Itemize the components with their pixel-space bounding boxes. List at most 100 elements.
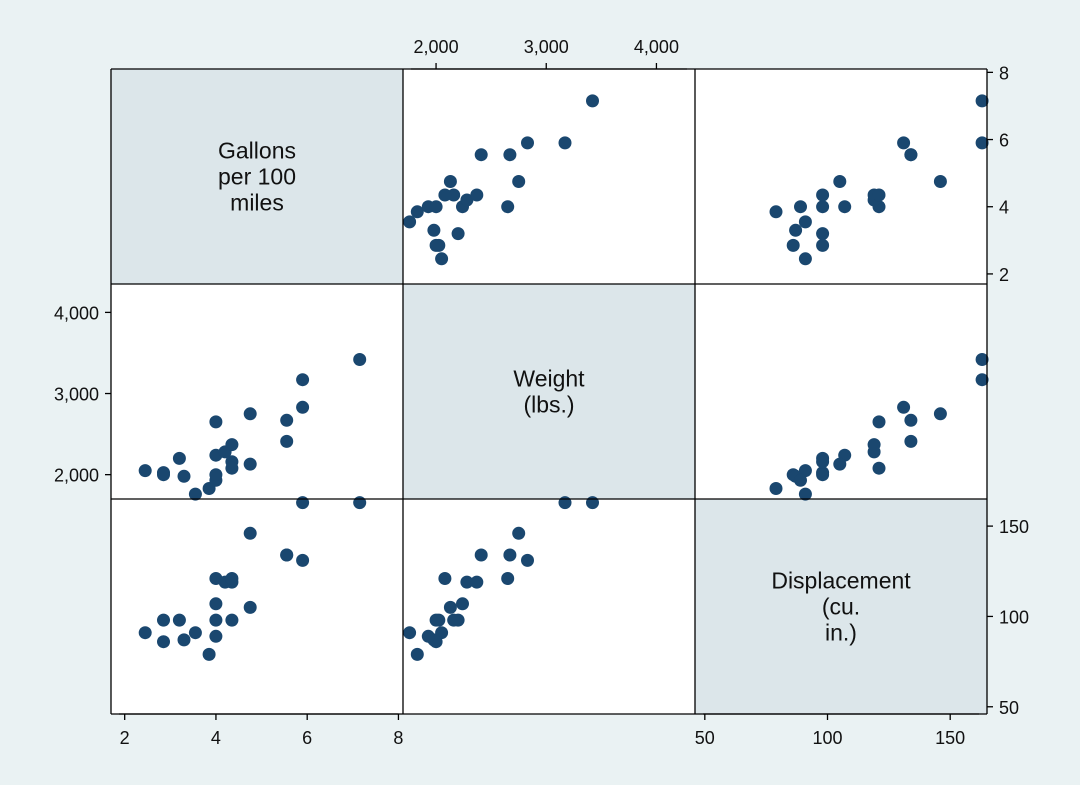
data-point xyxy=(789,223,803,237)
data-point xyxy=(503,548,517,562)
data-point xyxy=(447,613,461,627)
tick-label-left-weight: 2,000 xyxy=(54,466,99,486)
data-point xyxy=(904,434,918,448)
data-point xyxy=(975,94,989,108)
data-point xyxy=(172,613,186,627)
diagonal-variable-labels: Gallons per 100 miles Weight (lbs.) Displacem… xyxy=(218,138,911,646)
data-point xyxy=(769,205,783,219)
data-point xyxy=(794,200,807,214)
data-point xyxy=(904,148,918,162)
data-point xyxy=(438,572,452,585)
data-point xyxy=(427,223,441,237)
data-point xyxy=(403,215,417,229)
tick-label-top-weight: 3,000 xyxy=(524,37,569,57)
data-point xyxy=(460,193,474,207)
data-point xyxy=(429,613,443,627)
tick-label-top-weight: 4,000 xyxy=(634,37,679,57)
data-point xyxy=(816,238,830,252)
tick-label-right-gpm: 8 xyxy=(999,63,1009,83)
cell-weight-vs-gpm xyxy=(138,353,367,501)
tick-label-right-gpm: 2 xyxy=(999,265,1009,285)
data-point xyxy=(794,473,807,487)
data-point xyxy=(280,434,294,448)
tick-label-left-weight: 3,000 xyxy=(54,385,99,405)
tick-label-right-displacement: 150 xyxy=(999,517,1029,537)
data-point xyxy=(353,353,367,366)
variable-label-line: miles xyxy=(230,190,284,216)
data-point xyxy=(786,238,800,252)
data-point xyxy=(177,633,191,647)
data-point xyxy=(798,215,812,229)
data-point xyxy=(209,597,223,611)
cell-gpm-vs-weight xyxy=(403,94,599,266)
data-point xyxy=(933,175,947,188)
tick-label-right-displacement: 100 xyxy=(999,607,1029,627)
variable-label-line: per 100 xyxy=(218,164,296,190)
tick-label-bottom-gpm: 4 xyxy=(211,728,221,748)
data-point xyxy=(157,635,170,649)
data-point xyxy=(353,496,367,510)
data-point xyxy=(816,455,830,469)
data-point xyxy=(209,468,223,482)
variable-label-line: in.) xyxy=(825,620,857,646)
data-point xyxy=(586,94,599,108)
data-point xyxy=(474,148,488,162)
data-point xyxy=(872,415,886,429)
data-point xyxy=(157,613,170,627)
data-point xyxy=(558,136,572,150)
data-point xyxy=(209,629,223,643)
data-point xyxy=(933,407,947,421)
cell-gpm-vs-displacement xyxy=(769,94,989,266)
diagonal-cell-weight xyxy=(403,284,695,499)
data-point xyxy=(460,575,474,589)
data-point xyxy=(503,148,517,162)
data-point xyxy=(975,353,989,366)
tick-label-right-gpm: 4 xyxy=(999,198,1009,218)
data-point xyxy=(243,526,257,540)
data-point xyxy=(443,175,457,188)
data-point xyxy=(470,188,484,202)
tick-label-top-weight: 2,000 xyxy=(414,37,459,57)
data-point xyxy=(172,451,186,465)
data-point xyxy=(833,457,847,471)
data-point xyxy=(280,413,294,427)
data-points xyxy=(138,94,989,661)
data-point xyxy=(558,496,572,510)
data-point xyxy=(798,487,812,501)
data-point xyxy=(243,407,257,421)
data-point xyxy=(188,626,202,640)
data-point xyxy=(769,482,783,495)
tick-label-bottom-displacement: 100 xyxy=(812,728,842,748)
data-point xyxy=(243,457,257,471)
axes: 2,000 3,000 4,000 2 4 6 8 50 100 150 2 4 6 8 2,000 3,00… xyxy=(54,37,1029,748)
data-point xyxy=(586,496,599,510)
diagonal-cell-gpm xyxy=(111,69,403,284)
data-point xyxy=(867,438,881,452)
data-point xyxy=(838,200,852,214)
data-point xyxy=(456,597,469,611)
data-point xyxy=(816,468,830,482)
data-point xyxy=(421,629,435,643)
data-point xyxy=(798,252,812,266)
data-point xyxy=(225,438,239,452)
data-point xyxy=(470,575,484,589)
data-point xyxy=(243,600,257,614)
data-point xyxy=(209,613,223,627)
data-point xyxy=(225,613,239,627)
data-point xyxy=(296,553,310,567)
data-point xyxy=(816,227,830,241)
data-point xyxy=(188,487,202,501)
data-point xyxy=(501,572,515,585)
data-point xyxy=(202,647,216,661)
data-point xyxy=(403,626,417,640)
variable-label-line: (cu. xyxy=(822,594,860,620)
data-point xyxy=(429,200,443,214)
data-point xyxy=(296,373,310,387)
data-point xyxy=(429,238,443,252)
data-point xyxy=(833,175,847,188)
data-point xyxy=(296,400,310,414)
variable-label-weight: Weight (lbs.) xyxy=(513,366,585,418)
data-point xyxy=(975,373,989,387)
data-point xyxy=(512,175,526,188)
